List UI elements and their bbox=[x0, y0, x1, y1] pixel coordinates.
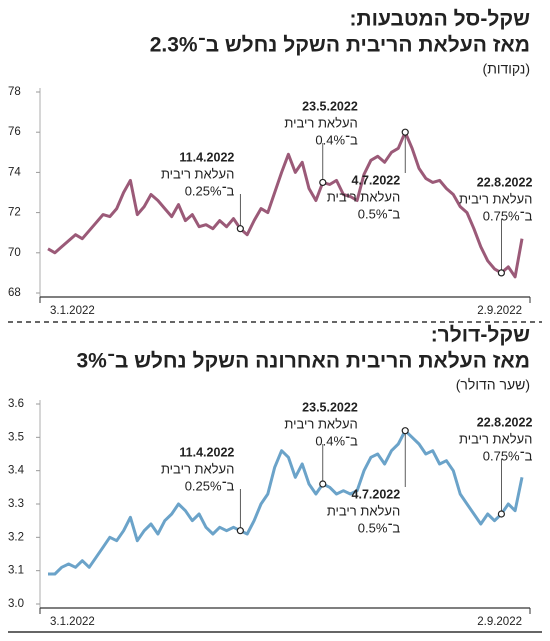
x-tick-label: 2.9.2022 bbox=[477, 616, 522, 628]
x-tick-label: 3.1.2022 bbox=[50, 616, 95, 628]
annotation-marker bbox=[401, 427, 409, 435]
annotation-text: העלאת ריבית bbox=[284, 115, 357, 130]
annotation-text: העלאת ריבית bbox=[327, 189, 400, 204]
data-line bbox=[48, 429, 524, 576]
x-tick-label: 2.9.2022 bbox=[477, 305, 522, 317]
annotation-date: 11.4.2022 bbox=[179, 150, 234, 164]
annotation-text: ב־0.4% bbox=[315, 132, 358, 147]
annotation-text: ב־0.25% bbox=[185, 183, 235, 198]
annotation-text: ב־0.25% bbox=[185, 478, 235, 493]
annotation-text: העלאת ריבית bbox=[459, 191, 532, 206]
y-tick-label: 68 bbox=[8, 287, 21, 299]
x-tick-label: 3.1.2022 bbox=[50, 305, 95, 317]
annotation-date: 22.8.2022 bbox=[477, 175, 533, 189]
chart-subtitle: מאז העלאת הריבית השקל נחלש ב־2.3% bbox=[150, 34, 530, 57]
annotation-text: ב־0.4% bbox=[315, 433, 358, 448]
annotation-text: העלאת ריבית bbox=[161, 461, 234, 476]
annotation-date: 4.7.2022 bbox=[352, 487, 401, 501]
y-tick-label: 3.5 bbox=[8, 431, 24, 443]
y-tick-label: 3.2 bbox=[8, 531, 24, 543]
annotation-text: העלאת ריבית bbox=[327, 503, 400, 518]
y-tick-label: 70 bbox=[8, 247, 21, 259]
annotation-text: ב־0.75% bbox=[483, 208, 533, 223]
annotation-date: 11.4.2022 bbox=[179, 445, 234, 459]
annotation-marker bbox=[497, 269, 505, 277]
annotation-marker bbox=[236, 527, 244, 535]
y-tick-label: 3.3 bbox=[8, 498, 24, 510]
data-line bbox=[47, 130, 524, 279]
annotation-date: 4.7.2022 bbox=[352, 173, 401, 187]
y-tick-label: 76 bbox=[8, 126, 21, 138]
y-axis-label: (נקודות) bbox=[483, 61, 530, 77]
y-tick-label: 3.0 bbox=[8, 598, 24, 610]
y-tick-label: 3.6 bbox=[8, 398, 24, 410]
chart-title: שקל-סל המטבעות: bbox=[350, 8, 531, 31]
y-tick-label: 3.1 bbox=[8, 565, 24, 577]
annotation-text: העלאת ריבית bbox=[284, 416, 357, 431]
annotation-text: ב־0.5% bbox=[358, 520, 401, 535]
annotation-date: 23.5.2022 bbox=[302, 99, 358, 113]
annotation-text: העלאת ריבית bbox=[459, 431, 532, 446]
chart-title: שקל-דולר: bbox=[431, 324, 530, 347]
y-tick-label: 3.4 bbox=[8, 465, 25, 477]
annotation-text: ב־0.5% bbox=[358, 206, 401, 221]
annotation-marker bbox=[401, 128, 409, 136]
y-tick-label: 72 bbox=[8, 207, 21, 219]
annotation-marker bbox=[236, 225, 244, 233]
annotation-date: 22.8.2022 bbox=[477, 415, 533, 429]
y-tick-label: 78 bbox=[8, 86, 21, 98]
y-tick-label: 74 bbox=[8, 166, 21, 178]
annotation-marker bbox=[319, 480, 327, 488]
annotation-marker bbox=[497, 510, 505, 518]
annotation-date: 23.5.2022 bbox=[302, 400, 358, 414]
chart-subtitle: מאז העלאת הריבית האחרונה השקל נחלש ב־3% bbox=[76, 350, 530, 373]
annotation-text: ב־0.75% bbox=[483, 448, 533, 463]
y-axis-label: (שער הדולר) bbox=[456, 377, 530, 393]
annotation-text: העלאת ריבית bbox=[161, 166, 234, 181]
annotation-marker bbox=[319, 178, 327, 187]
